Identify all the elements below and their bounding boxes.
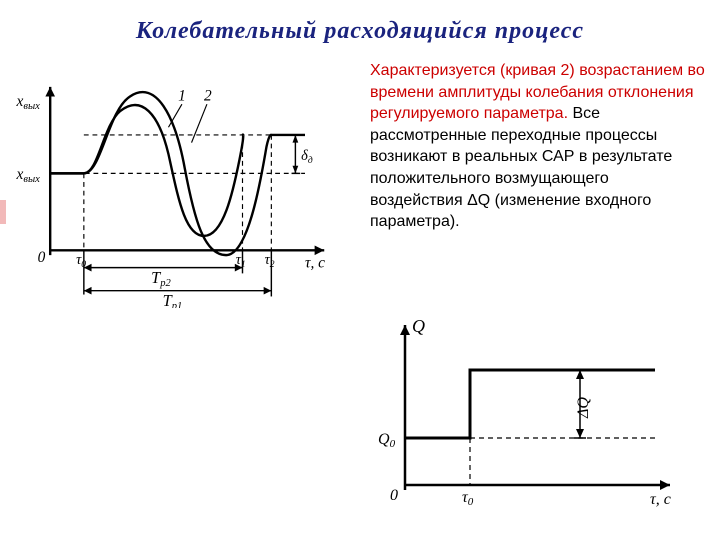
x-axis-label: τ, с	[305, 255, 325, 272]
delta-label: δд	[301, 148, 313, 166]
chart-oscillation: 0 xвых xвых τ, с τ0 τ1 τ2 Tp2 Tp1 δд 1 2	[10, 58, 350, 308]
chart-step: 0 Q τ, с Q0 τ0 ΔQ	[350, 300, 690, 520]
tau0-label-2: τ0	[462, 489, 474, 508]
curve-1	[50, 105, 243, 236]
curve2-pointer	[192, 104, 207, 142]
x-label-2: τ, с	[650, 491, 671, 508]
curve1-pointer	[168, 104, 181, 127]
tp1-arr-l	[84, 287, 92, 295]
dq-arr-dn	[576, 429, 584, 438]
page-title: Колебательный расходящийся процесс	[0, 18, 720, 45]
body-red-1: Характеризуется (	[370, 62, 505, 79]
curve2-num: 2	[204, 87, 212, 104]
step-curve	[405, 370, 655, 438]
y-label-mid: xвых	[16, 166, 41, 185]
x-axis-arrow-2	[660, 480, 670, 490]
origin-label-2: 0	[390, 487, 398, 504]
origin-label: 0	[38, 249, 46, 266]
body-paragraph: Характеризуется (кривая 2) возрастанием …	[370, 60, 705, 233]
dq-label: ΔQ	[575, 397, 592, 419]
y-axis-arrow-2	[400, 325, 410, 335]
slide: Колебательный расходящийся процесс	[0, 0, 720, 540]
accent-stripe	[0, 200, 6, 224]
q0-label: Q0	[378, 431, 396, 450]
tp1-label: Tp1	[163, 291, 183, 308]
y-axis-arrow	[45, 87, 55, 97]
y-label-2: Q	[412, 316, 425, 336]
tp1-arr-r	[264, 287, 272, 295]
tp2-label: Tp2	[151, 268, 171, 289]
tau2-label: τ2	[265, 252, 275, 270]
tau0-label: τ0	[76, 252, 86, 270]
body-red-curve: кривая 2	[505, 62, 569, 79]
y-label-top: xвых	[16, 93, 41, 112]
curve1-num: 1	[178, 87, 186, 104]
tau1-label: τ1	[236, 252, 246, 270]
delta-arrow-dn	[293, 166, 299, 174]
body-black: Все рассмотренные переходные процессы во…	[370, 105, 672, 230]
